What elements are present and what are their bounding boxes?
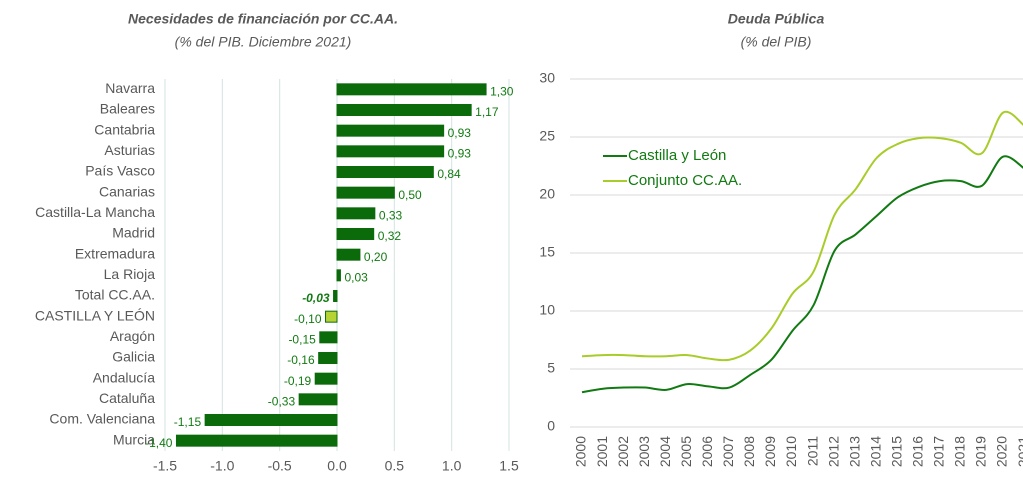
x-tick-label: 2020 bbox=[994, 436, 1010, 467]
y-tick-label: Cataluña bbox=[99, 390, 155, 406]
x-tick-label: 2004 bbox=[657, 436, 673, 467]
value-label: 0,33 bbox=[379, 209, 403, 223]
y-tick-label: 5 bbox=[547, 360, 555, 376]
bar bbox=[336, 83, 487, 96]
x-tick-label: 1.0 bbox=[442, 458, 462, 474]
y-tick-label: Total CC.AA. bbox=[75, 287, 155, 303]
x-tick-label: 1.5 bbox=[499, 458, 519, 474]
x-tick-label: 2001 bbox=[594, 436, 610, 467]
x-tick-label: -1.5 bbox=[153, 458, 177, 474]
x-tick-label: 2018 bbox=[952, 436, 968, 467]
bar bbox=[336, 124, 445, 137]
y-tick-label: Asturias bbox=[104, 142, 155, 158]
x-tick-label: 2015 bbox=[888, 436, 904, 467]
value-label: -0,19 bbox=[284, 374, 312, 388]
value-label: 0,50 bbox=[398, 188, 422, 202]
y-tick-label: 0 bbox=[547, 418, 555, 434]
x-tick-label: 2021 bbox=[1015, 436, 1023, 467]
x-tick-label: 2009 bbox=[762, 436, 778, 467]
bar bbox=[336, 186, 395, 199]
bar bbox=[333, 290, 338, 302]
value-label: -0,33 bbox=[268, 395, 296, 409]
chart-subtitle: (% del PIB. Diciembre 2021) bbox=[175, 34, 352, 50]
value-label: -0,03 bbox=[302, 291, 330, 305]
y-tick-label: 15 bbox=[539, 244, 555, 260]
bar bbox=[319, 331, 338, 344]
chart-title: Necesidades de financiación por CC.AA. bbox=[128, 11, 398, 27]
value-label: 0,03 bbox=[344, 271, 368, 285]
y-tick-label: Navarra bbox=[105, 80, 155, 96]
x-tick-label: -0.5 bbox=[268, 458, 292, 474]
y-tick-label: Baleares bbox=[100, 101, 155, 117]
x-tick-label: 2016 bbox=[910, 436, 926, 467]
bar bbox=[336, 248, 361, 261]
y-tick-label: Canarias bbox=[99, 183, 155, 199]
x-tick-label: 2012 bbox=[825, 436, 841, 467]
y-tick-label: Murcia bbox=[113, 431, 155, 447]
value-label: 1,17 bbox=[475, 105, 499, 119]
x-tick-label: 2011 bbox=[804, 436, 820, 466]
chart-subtitle: (% del PIB) bbox=[741, 34, 812, 50]
x-tick-label: 2006 bbox=[699, 436, 715, 467]
x-tick-label: 2002 bbox=[615, 436, 631, 467]
y-tick-label: 20 bbox=[539, 186, 555, 202]
y-tick-label: Galicia bbox=[112, 349, 155, 365]
bar bbox=[298, 393, 338, 406]
bar bbox=[175, 434, 338, 447]
legend-label: Castilla y León bbox=[628, 147, 726, 164]
bar bbox=[336, 104, 472, 116]
y-tick-label: Castilla-La Mancha bbox=[35, 204, 155, 220]
x-tick-label: 2014 bbox=[867, 436, 883, 467]
bar bbox=[336, 166, 434, 178]
x-tick-label: 2008 bbox=[741, 436, 757, 467]
bar bbox=[318, 352, 338, 364]
legend-label: Conjunto CC.AA. bbox=[628, 172, 742, 189]
bar bbox=[336, 207, 376, 220]
value-label: 1,30 bbox=[490, 85, 514, 99]
value-label: -0,15 bbox=[288, 333, 316, 347]
x-tick-label: 2017 bbox=[931, 436, 947, 467]
value-label: 0,20 bbox=[364, 250, 388, 264]
bar bbox=[325, 310, 338, 323]
x-tick-label: 2003 bbox=[636, 436, 652, 467]
value-label: 0,93 bbox=[448, 147, 472, 161]
value-label: -1,15 bbox=[174, 415, 202, 429]
x-tick-label: 0.0 bbox=[327, 458, 347, 474]
bar bbox=[204, 414, 338, 426]
value-label: -0,10 bbox=[294, 312, 322, 326]
value-label: -0,16 bbox=[287, 353, 315, 367]
line bbox=[581, 110, 1023, 362]
bar bbox=[336, 269, 341, 282]
x-tick-label: 2000 bbox=[573, 436, 589, 467]
x-tick-label: 2013 bbox=[846, 436, 862, 467]
value-label: 0,32 bbox=[378, 229, 402, 243]
value-label: 0,93 bbox=[448, 126, 472, 140]
bar bbox=[336, 145, 445, 158]
value-label: 0,84 bbox=[437, 167, 461, 181]
y-tick-label: 30 bbox=[539, 70, 555, 86]
y-tick-label: CASTILLA Y LEÓN bbox=[35, 307, 155, 323]
x-tick-label: -1.0 bbox=[210, 458, 234, 474]
y-tick-label: 10 bbox=[539, 302, 555, 318]
x-tick-label: 2005 bbox=[678, 436, 694, 467]
y-tick-label: País Vasco bbox=[85, 163, 155, 179]
y-tick-label: La Rioja bbox=[104, 266, 156, 282]
y-tick-label: 25 bbox=[539, 128, 555, 144]
y-tick-label: Aragón bbox=[110, 328, 155, 344]
bar bbox=[336, 228, 375, 240]
bar bbox=[314, 372, 338, 385]
x-tick-label: 2019 bbox=[973, 436, 989, 467]
y-tick-label: Andalucía bbox=[93, 369, 155, 385]
line bbox=[581, 155, 1023, 394]
chart-title: Deuda Pública bbox=[728, 11, 825, 27]
y-tick-label: Extremadura bbox=[75, 245, 155, 261]
x-tick-label: 2010 bbox=[783, 436, 799, 467]
x-tick-label: 2007 bbox=[720, 436, 736, 467]
x-tick-label: 0.5 bbox=[385, 458, 405, 474]
value-label: -1,40 bbox=[145, 436, 173, 450]
y-tick-label: Com. Valenciana bbox=[49, 411, 155, 427]
y-tick-label: Cantabria bbox=[94, 121, 155, 137]
y-tick-label: Madrid bbox=[112, 225, 155, 241]
